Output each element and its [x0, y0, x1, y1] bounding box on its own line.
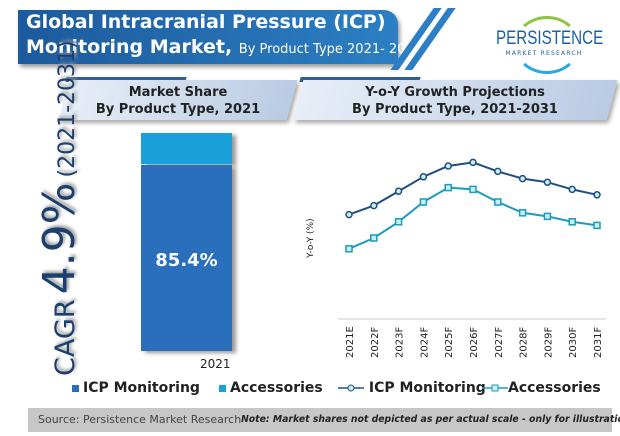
x-tick-label: 2024F	[419, 327, 430, 358]
yoy-title: Y-o-Y Growth Projections By Product Type,…	[298, 84, 612, 118]
title-banner	[18, 10, 398, 64]
title-line1: Global Intracranial Pressure (ICP)	[26, 11, 386, 33]
data-point	[593, 221, 601, 230]
market-share-title-line1: Market Share	[128, 85, 228, 100]
data-point	[568, 218, 576, 226]
market-share-title-line2: By Product Type, 2021	[95, 102, 261, 117]
data-point	[345, 245, 353, 253]
x-tick-label: 2022F	[370, 327, 381, 358]
yoy-title-line2: By Product Type, 2021-2031	[352, 102, 558, 117]
x-tick-label: 2028F	[519, 327, 530, 358]
legend-item-line-icp: ICP Monitoring	[338, 380, 486, 396]
data-point	[494, 198, 502, 206]
legend-label: Accessories	[508, 380, 601, 396]
legend-item-accessories: Accessories	[219, 380, 323, 396]
yoy-title-line1: Y-o-Y Growth Projections	[365, 85, 545, 100]
footer-bar: Source: Persistence Market Research Note…	[28, 408, 620, 432]
note-text: Note: Market shares not depicted as per …	[241, 414, 620, 425]
data-point	[345, 210, 353, 219]
legend-label: ICP Monitoring	[368, 380, 486, 396]
x-tick-label: 2025F	[444, 327, 455, 358]
series-line-accessories	[348, 186, 598, 250]
data-point	[469, 158, 477, 167]
data-point	[518, 209, 527, 217]
data-point	[394, 218, 403, 226]
market-share-title: Market Share By Product Type, 2021	[64, 84, 292, 118]
x-tick-label: 2023F	[395, 327, 406, 358]
persistence-logo: PERSISTENCE MARKET RESEARCH	[484, 16, 604, 74]
legend-swatch-icon	[219, 384, 226, 392]
square-marker-icon	[482, 384, 508, 392]
x-tick-label: 2021E	[345, 326, 356, 358]
data-point	[518, 174, 527, 183]
bar-accessories	[141, 133, 232, 164]
legend-item-line-acc: Accessories	[482, 380, 601, 396]
bar-x-tick: 2021	[200, 357, 231, 371]
x-tick-label: 2031F	[593, 327, 604, 358]
bar-icp-monitoring	[141, 165, 232, 351]
x-tick-label: 2027F	[494, 327, 505, 358]
title-line2-main: Monitoring Market,	[26, 36, 233, 58]
legend-label: Accessories	[230, 380, 323, 396]
title-line2: Monitoring Market, By Product Type 2021-…	[26, 36, 422, 58]
y-axis-label: Y-o-Y (%)	[306, 218, 316, 258]
logo-text: PERSISTENCE	[496, 28, 604, 49]
x-tick-label: 2029F	[543, 327, 554, 358]
legend-item-icp: ICP Monitoring	[72, 380, 200, 396]
data-point	[444, 183, 452, 192]
bar-data-label: 85.4%	[155, 250, 218, 271]
legend-label: ICP Monitoring	[83, 380, 200, 396]
data-point	[370, 201, 378, 210]
source-text: Source: Persistence Market Research	[38, 413, 242, 426]
x-tick-label: 2026F	[469, 327, 480, 358]
data-point	[370, 234, 378, 242]
data-point	[593, 191, 601, 199]
legend-swatch-icon	[72, 384, 79, 392]
data-point	[543, 178, 552, 186]
logo-arc-icon	[514, 16, 580, 74]
data-point	[394, 187, 403, 195]
data-point	[494, 167, 502, 176]
data-point	[469, 185, 477, 194]
circle-marker-icon	[338, 384, 364, 392]
data-point	[543, 212, 552, 221]
data-point	[568, 185, 576, 194]
x-tick-label: 2030F	[568, 327, 579, 358]
data-point	[419, 198, 428, 206]
data-point	[419, 173, 428, 181]
data-point	[444, 162, 452, 170]
title-subtitle: By Product Type 2021- 2031	[238, 42, 423, 57]
